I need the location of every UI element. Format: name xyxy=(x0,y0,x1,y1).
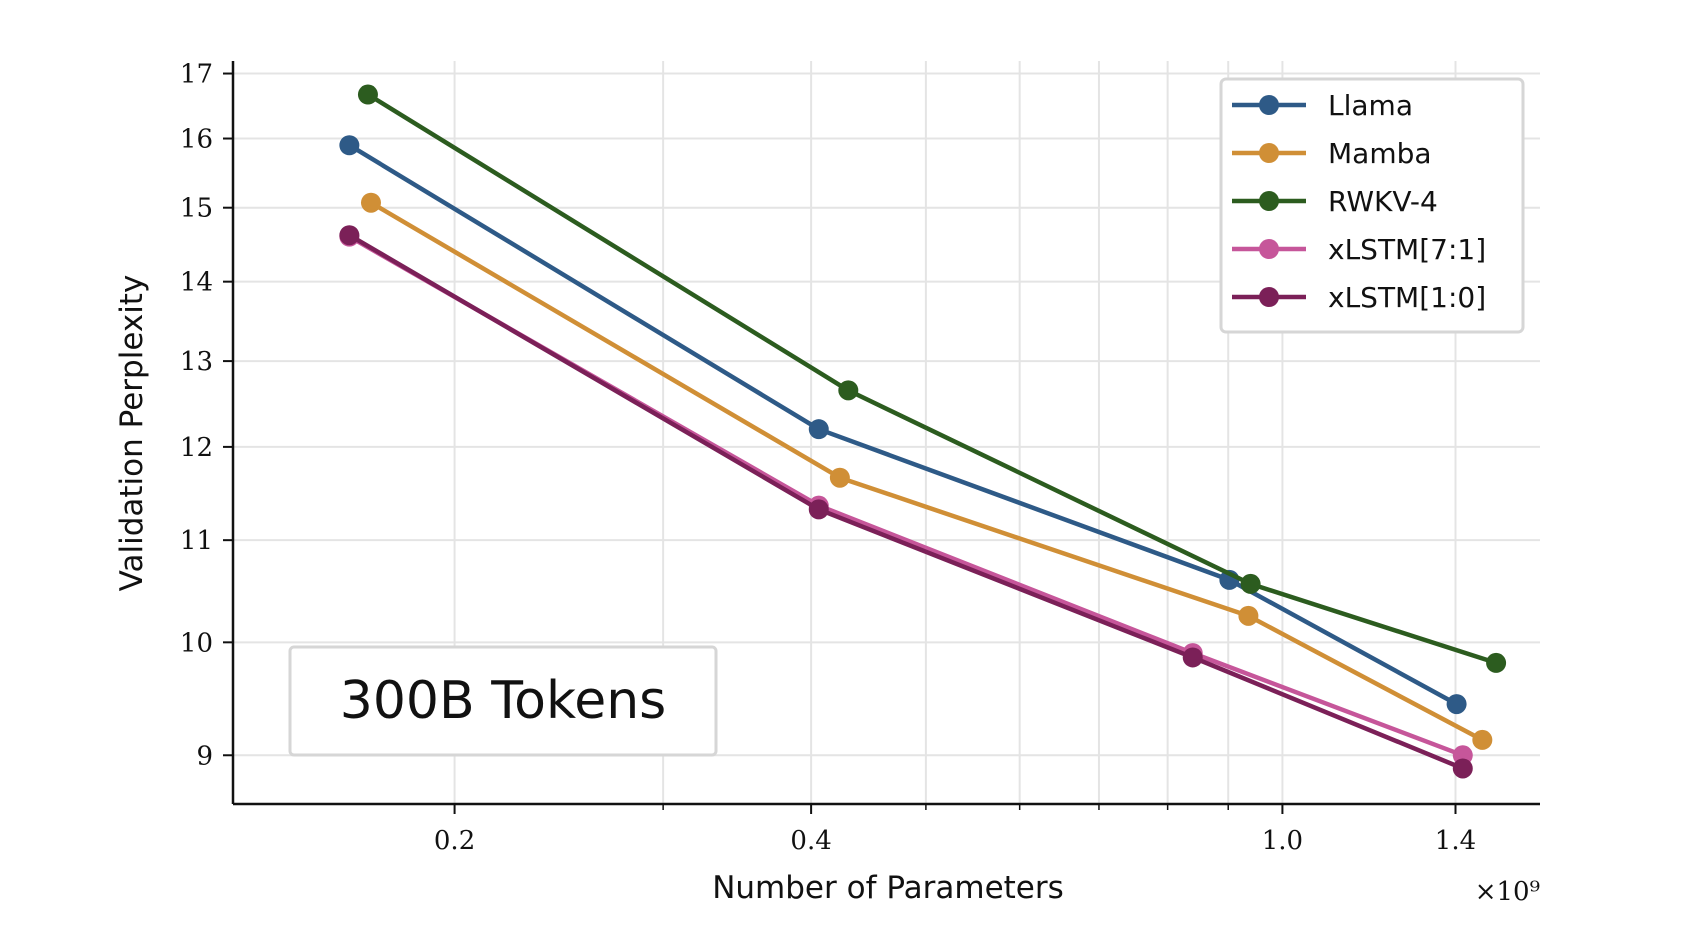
x-axis-label: Number of Parameters xyxy=(712,870,1064,906)
y-tick-label: 12 xyxy=(180,433,213,463)
data-point-Mamba xyxy=(1472,729,1493,750)
y-axis-label: Validation Perplexity xyxy=(114,275,150,592)
data-point-Mamba xyxy=(829,467,850,488)
data-point-Mamba xyxy=(1238,605,1259,626)
data-point-Llama xyxy=(1446,694,1467,715)
data-point-RWKV-4 xyxy=(357,84,378,105)
y-tick-label: 10 xyxy=(180,628,213,658)
tick-labels: 9 10 11 12 13 14 15 16 17 0.2 0.4 1.0 1.4 xyxy=(180,60,1476,856)
data-point-RWKV-4 xyxy=(838,380,859,401)
y-tick-label: 11 xyxy=(180,526,213,556)
x-tick-label: 1.4 xyxy=(1435,826,1476,856)
legend-marker-RWKV-4 xyxy=(1259,191,1279,211)
annotation-text: 300B Tokens xyxy=(340,671,667,731)
data-point-Llama xyxy=(339,135,360,156)
legend-marker-Llama xyxy=(1259,95,1279,115)
data-point-xLSTM[1:0] xyxy=(1452,758,1473,779)
series-line-RWKV-4 xyxy=(366,92,1497,666)
y-tick-label: 15 xyxy=(180,194,213,224)
x-tick-label: 0.2 xyxy=(434,826,475,856)
legend-label-xLSTM[7:1]: xLSTM[7:1] xyxy=(1328,233,1486,266)
series-line-Llama xyxy=(348,143,1458,707)
series-lines xyxy=(339,84,1507,779)
legend-label-xLSTM[1:0]: xLSTM[1:0] xyxy=(1328,281,1486,314)
annotation-box: 300B Tokens xyxy=(288,645,718,757)
data-point-xLSTM[1:0] xyxy=(1182,647,1203,668)
series-line-xLSTM[1:0] xyxy=(348,233,1464,771)
y-tick-label: 9 xyxy=(196,741,213,771)
data-point-Mamba xyxy=(360,192,381,213)
axes xyxy=(223,61,1540,814)
legend-marker-xLSTM[7:1] xyxy=(1259,239,1279,259)
legend: Llama Mamba RWKV-4 xLSTM[7:1] xLSTM[1:0] xyxy=(1219,77,1525,334)
series-line-Mamba xyxy=(369,200,1484,742)
x-tick-label: 1.0 xyxy=(1262,826,1303,856)
x-multiplier-label: ×10⁹ xyxy=(1475,877,1540,907)
data-point-RWKV-4 xyxy=(1486,652,1507,673)
y-tick-label: 13 xyxy=(180,347,213,377)
legend-marker-Mamba xyxy=(1259,143,1279,163)
x-tick-label: 0.4 xyxy=(790,826,831,856)
y-tick-label: 16 xyxy=(180,125,213,155)
legend-marker-xLSTM[1:0] xyxy=(1259,287,1279,307)
y-tick-label: 14 xyxy=(180,268,213,298)
data-point-xLSTM[1:0] xyxy=(339,225,360,246)
y-tick-label: 17 xyxy=(180,60,213,90)
legend-label-RWKV-4: RWKV-4 xyxy=(1328,185,1438,218)
data-point-xLSTM[1:0] xyxy=(808,499,829,520)
legend-label-Mamba: Mamba xyxy=(1328,137,1432,170)
data-point-RWKV-4 xyxy=(1240,573,1261,594)
legend-label-Llama: Llama xyxy=(1328,89,1413,122)
data-point-Llama xyxy=(808,419,829,440)
